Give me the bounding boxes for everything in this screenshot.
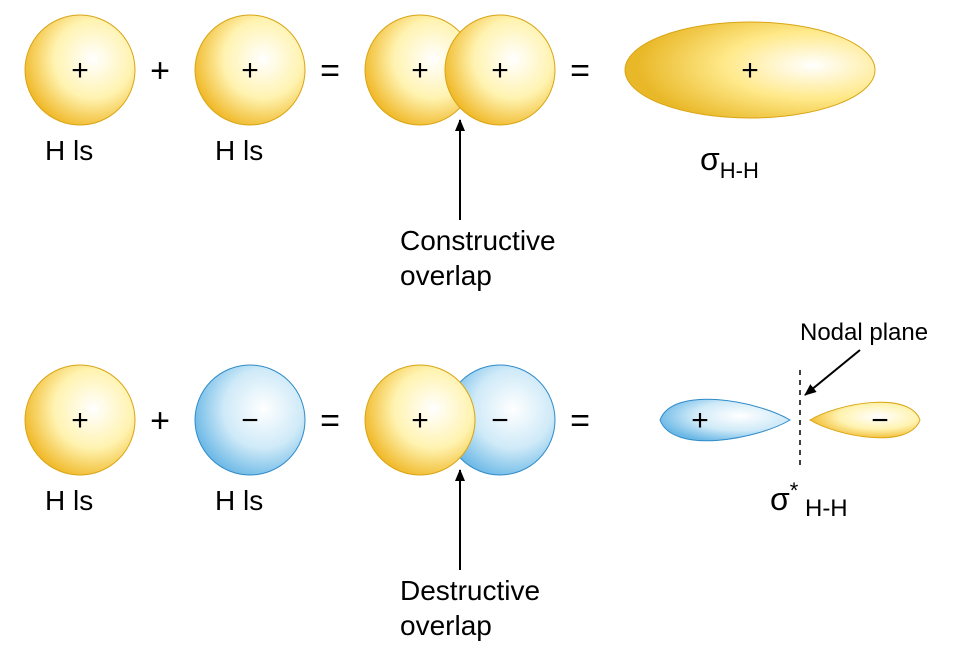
nodal-plane-label: Nodal plane bbox=[800, 319, 928, 346]
row1-orbital-2-sign: + bbox=[241, 54, 259, 87]
row2-overlap-right-sign: − bbox=[491, 404, 509, 437]
row1-equals-1: = bbox=[320, 52, 340, 90]
antibonding-left-sign: + bbox=[691, 404, 709, 437]
orbital-diagram: + H ls + + H ls = + + = + σH-H Constructive overlap +… bbox=[0, 0, 965, 648]
antibonding-left-lobe bbox=[660, 399, 790, 441]
destructive-label-1: Destructive bbox=[400, 575, 540, 606]
sigma-bonding-label: σH-H bbox=[700, 141, 759, 183]
row2-overlap-left-sign: + bbox=[411, 404, 429, 437]
row2-orbital-1-label: H ls bbox=[45, 485, 93, 516]
row1-orbital-1-sign: + bbox=[71, 54, 89, 87]
bonding-sigma-sign: + bbox=[741, 54, 759, 87]
constructive-label-2: overlap bbox=[400, 260, 492, 291]
destructive-label-2: overlap bbox=[400, 610, 492, 641]
row1-equals-2: = bbox=[570, 52, 590, 90]
row1-orbital-1-label: H ls bbox=[45, 135, 93, 166]
row1-plus-operator: + bbox=[150, 52, 170, 90]
sigma-antibonding-label: σ* H-H bbox=[770, 478, 848, 522]
constructive-label-1: Constructive bbox=[400, 225, 556, 256]
row1-orbital-2-label: H ls bbox=[215, 135, 263, 166]
row2-orbital-1-sign: + bbox=[71, 404, 89, 437]
row2-equals-2: = bbox=[570, 402, 590, 440]
row1-overlap-left-sign: + bbox=[411, 54, 429, 87]
row2-orbital-2-label: H ls bbox=[215, 485, 263, 516]
row1-overlap-right-sign: + bbox=[491, 54, 509, 87]
row2-plus-operator: + bbox=[150, 402, 170, 440]
antibonding-right-sign: − bbox=[871, 404, 889, 437]
row2-orbital-2-sign: − bbox=[241, 404, 259, 437]
antibonding-right-lobe bbox=[810, 402, 920, 438]
nodal-plane-arrow bbox=[805, 350, 860, 395]
row2-equals-1: = bbox=[320, 402, 340, 440]
